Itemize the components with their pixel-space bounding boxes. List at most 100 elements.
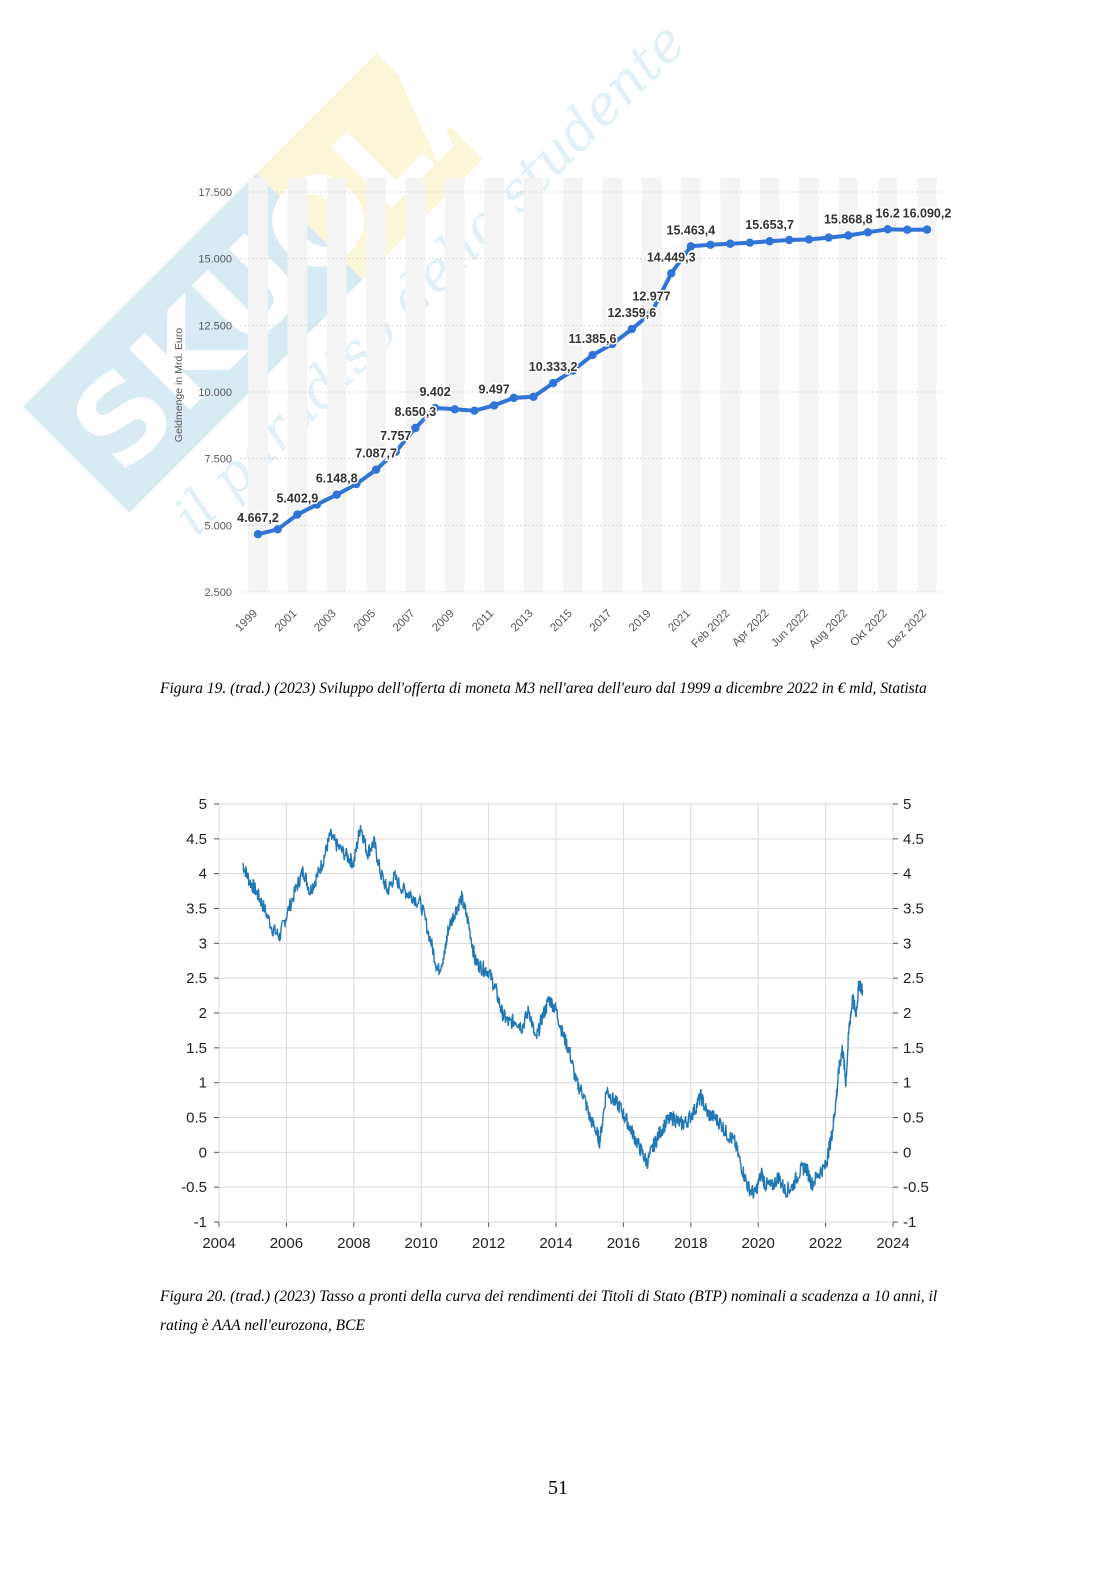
- y-tick-label-left: 4: [199, 866, 207, 883]
- data-point: [332, 490, 341, 499]
- data-point: [824, 233, 833, 242]
- data-label: 15.653,7: [745, 218, 794, 232]
- column-band: [248, 178, 268, 592]
- y-tick-label: 5.000: [204, 520, 232, 532]
- m3-money-supply-chart: 2.500 5.000 7.500 10.000 12.500 15.000 17.500 G…: [173, 178, 953, 651]
- data-point: [529, 392, 538, 401]
- y-tick-label: 15.000: [198, 254, 232, 266]
- data-point: [312, 500, 322, 509]
- y-tick-label-right: 5: [903, 796, 911, 813]
- column-band: [759, 178, 780, 592]
- yield-series-line: [242, 825, 864, 1199]
- data-label: 15.868,8: [824, 212, 873, 226]
- x-tick-label: Jun 2022: [769, 608, 811, 650]
- data-point: [568, 366, 578, 375]
- x-tick-label: 2019: [627, 608, 654, 635]
- data-point: [450, 405, 459, 414]
- x-tick-label: Apr 2022: [730, 608, 771, 649]
- x-tick-label: 2009: [430, 608, 457, 635]
- x-tick-label: 1999: [234, 608, 261, 635]
- data-point: [785, 235, 794, 245]
- y-tick-label-left: 1.5: [186, 1040, 207, 1057]
- x-tick-label: 2007: [391, 608, 418, 635]
- x-tick-label: 2003: [312, 608, 339, 635]
- page-number: 51: [548, 1477, 568, 1499]
- column-band: [484, 178, 504, 592]
- data-point: [489, 401, 499, 410]
- y-tick-label-left: 0: [199, 1144, 207, 1161]
- data-point: [745, 238, 755, 247]
- x-tick-label: 2011: [470, 608, 496, 634]
- x-tick-label: 2006: [270, 1235, 303, 1252]
- series-line: [257, 227, 928, 537]
- column-band: [838, 178, 859, 592]
- data-point: [371, 465, 381, 474]
- data-label: 7.757: [380, 429, 411, 443]
- column-band: [444, 178, 465, 592]
- data-point: [627, 324, 637, 334]
- x-tick-label: 2004: [202, 1235, 235, 1252]
- y-tick-label-left: -1: [194, 1214, 207, 1231]
- column-band: [602, 178, 623, 592]
- y-tick-label-left: 2.5: [186, 970, 207, 987]
- x-tick-label: 2008: [337, 1235, 370, 1252]
- x-tick-label: 2018: [674, 1235, 707, 1252]
- y-tick-label-left: 4.5: [186, 831, 207, 848]
- x-tick-label: Okt 2022: [848, 608, 889, 649]
- data-label: 10.333,2: [529, 360, 578, 374]
- data-label: 4.667,2: [237, 511, 279, 525]
- data-point: [293, 510, 302, 519]
- x-tick-label: 2020: [742, 1235, 775, 1252]
- data-point: [647, 308, 656, 317]
- y-tick-label-left: 5: [199, 796, 207, 813]
- data-point: [903, 225, 912, 234]
- data-point: [411, 423, 420, 433]
- column-band: [641, 178, 662, 592]
- x-tick-label: Dez 2022: [886, 608, 929, 651]
- y-tick-label-right: 2: [903, 1005, 911, 1022]
- y-tick-label-right: 3.5: [903, 901, 924, 918]
- data-point: [588, 350, 597, 360]
- data-point: [765, 237, 774, 246]
- data-label: 12.977: [632, 290, 670, 304]
- data-label: 16.2: [875, 206, 899, 220]
- data-label: 16.090,2: [903, 207, 952, 221]
- data-label: 5.402,9: [276, 492, 318, 506]
- column-band: [917, 178, 937, 592]
- column-band: [799, 178, 819, 592]
- column-band: [562, 178, 583, 592]
- data-point: [548, 378, 558, 388]
- data-point: [352, 479, 361, 489]
- data-label: 14.449,3: [647, 250, 696, 264]
- data-point: [430, 403, 440, 413]
- x-tick-label: 2024: [876, 1235, 909, 1252]
- x-tick-label: Aug 2022: [807, 608, 850, 651]
- y-tick-label: 17.500: [198, 187, 232, 199]
- y-tick-label: 10.000: [198, 387, 232, 399]
- y-tick-label-right: 2.5: [903, 970, 924, 987]
- column-band: [326, 178, 347, 592]
- data-point: [922, 225, 932, 234]
- y-tick-label-left: -0.5: [181, 1179, 207, 1196]
- data-point: [883, 225, 892, 234]
- data-point: [253, 530, 263, 539]
- y-tick-label-left: 2: [199, 1005, 207, 1022]
- column-band: [720, 178, 741, 592]
- x-tick-label: 2017: [588, 608, 615, 635]
- data-point: [706, 240, 715, 249]
- column-band: [366, 178, 386, 592]
- data-point: [509, 393, 518, 403]
- figure-19-caption: Figura 19. (trad.) (2023) Sviluppo dell'…: [160, 680, 927, 697]
- x-tick-label: Feb 2022: [689, 608, 732, 651]
- data-label: 15.463,4: [667, 223, 716, 237]
- y-tick-label-left: 1: [199, 1075, 207, 1092]
- data-point: [804, 235, 814, 244]
- y-tick-label-left: 3.5: [186, 901, 207, 918]
- y-tick-label-right: 0: [903, 1144, 911, 1161]
- data-label: 8.650,3: [395, 405, 437, 419]
- y-axis-label: Geldmenge in Mrd. Euro: [173, 328, 185, 443]
- column-band: [287, 178, 308, 592]
- data-point: [863, 228, 873, 237]
- data-label: 9.402: [419, 385, 450, 399]
- y-tick-label-right: -1: [903, 1214, 916, 1231]
